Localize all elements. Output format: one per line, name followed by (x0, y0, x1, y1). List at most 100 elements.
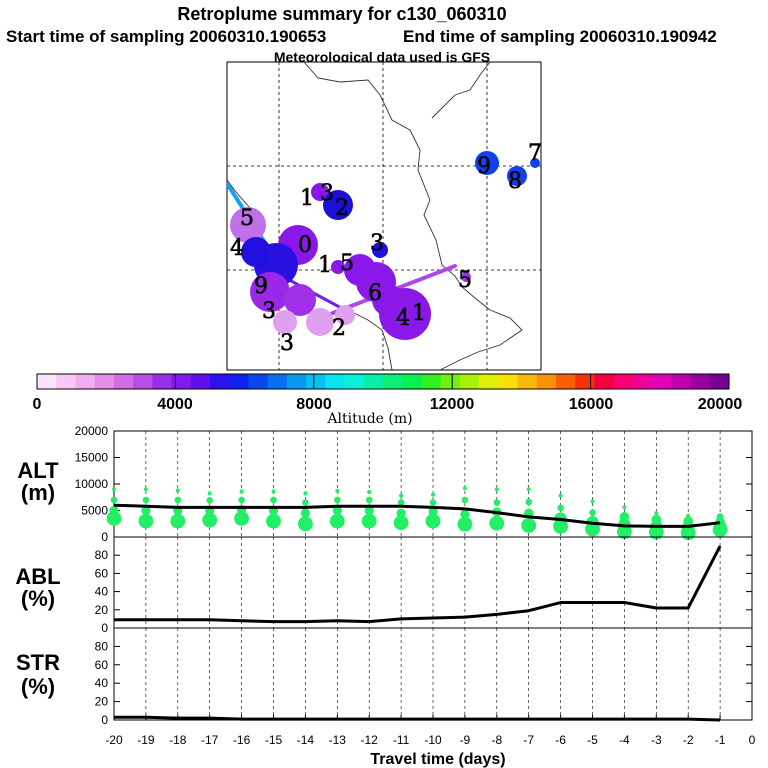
alt-dot (553, 519, 568, 534)
colorbar-cell (421, 374, 442, 389)
x-tick-label: -20 (105, 733, 123, 747)
colorbar-tick: 16000 (569, 396, 614, 413)
colorbar-cell (325, 374, 346, 389)
day-label: 6 (368, 281, 382, 306)
colorbar-cell (440, 374, 461, 389)
end-time-label: End time of sampling 20060310.190942 (403, 27, 717, 46)
alt-dot (361, 513, 377, 529)
plume-circle (284, 284, 316, 316)
day-label: 2 (335, 196, 349, 221)
alt-dot (143, 487, 148, 492)
alt-dot (138, 513, 154, 529)
colorbar-cell (152, 374, 173, 389)
day-label: 0 (298, 233, 312, 258)
day-label: 5 (458, 268, 472, 293)
y-tick-label: 40 (95, 585, 109, 599)
colorbar-cell (671, 374, 692, 389)
alt-dot (367, 489, 372, 494)
x-tick-label: -18 (169, 733, 187, 747)
alt-dot (206, 497, 213, 504)
alt-dot (462, 486, 467, 491)
colorbar-cell (498, 374, 519, 389)
plume-circle (372, 284, 404, 316)
alt-dot (397, 499, 405, 506)
colorbar-cell (306, 374, 326, 389)
x-axis-label: Travel time (days) (370, 751, 505, 768)
alt-dot (300, 508, 310, 518)
colorbar-cell (459, 374, 480, 389)
x-tick-label: 0 (749, 733, 756, 747)
series-line (114, 545, 722, 624)
colorbar-tick: 0 (33, 396, 42, 413)
colorbar-tick: 4000 (157, 396, 193, 413)
alt-dot (425, 513, 441, 529)
y-tick-label: 5000 (81, 504, 108, 518)
day-labels: 1 2 3 4 5 0 1 5 3 9 3 6 4 1 3 2 5 9 8 7 (230, 141, 543, 357)
alt-dot (460, 509, 470, 519)
alt-dot (558, 493, 563, 498)
alt-dot (585, 521, 600, 537)
colorbar-cell (632, 374, 653, 389)
plume-circle (372, 242, 388, 258)
met-data-label: Meteorological data used is GFS (274, 49, 490, 65)
day-label: 3 (262, 299, 276, 324)
x-tick-label: -9 (460, 733, 471, 747)
colorbar-cell (709, 374, 730, 389)
colorbar-label: Altitude (m) (326, 411, 412, 427)
alt-dot (175, 488, 180, 493)
alt-panel-label: ALT (17, 458, 59, 483)
x-tick-label: -17 (201, 733, 219, 747)
alt-dot (648, 524, 664, 540)
alt-dot (298, 516, 313, 532)
colorbar-cell (536, 374, 557, 389)
map-panel: 1 2 3 4 5 0 1 5 3 9 3 6 4 1 3 2 5 9 8 7 (226, 61, 543, 371)
colorbar-tick: 20000 (698, 396, 743, 413)
alt-dot (332, 505, 342, 516)
colorbar-cells (37, 374, 730, 389)
coastline (351, 311, 393, 371)
alt-dot (654, 511, 659, 516)
plume-circle (273, 310, 297, 334)
plume-circle (530, 158, 540, 168)
alt-dot (557, 504, 564, 512)
y-tick-label: 20 (95, 695, 109, 709)
y-tick-label: 0 (101, 713, 108, 727)
colorbar-tick: 12000 (430, 396, 475, 413)
alt-dot (461, 496, 469, 504)
x-tick-label: -1 (715, 733, 726, 747)
alt-dot (622, 505, 627, 510)
alt-dot (141, 505, 151, 516)
x-tick-label: -16 (233, 733, 251, 747)
y-tick-label: 0 (101, 530, 108, 544)
colorbar-cell (75, 374, 96, 389)
plume-circle (507, 166, 527, 186)
colorbar-cell (517, 374, 538, 389)
plume-circle (335, 305, 355, 325)
alt-dot (202, 512, 218, 528)
plume-circle (323, 190, 353, 220)
alt-dot (234, 511, 250, 526)
colorbar-cell (363, 374, 384, 389)
x-tick-label: -6 (555, 733, 566, 747)
colorbar-tick: 8000 (296, 396, 332, 413)
day-label: 5 (240, 206, 254, 231)
colorbar-cell (402, 374, 422, 389)
y-tick-label: 60 (95, 658, 109, 672)
series-line (113, 503, 721, 528)
x-tick-label: -11 (393, 733, 410, 747)
alt-dot (142, 496, 150, 504)
day-label: 7 (528, 141, 542, 166)
y-tick-label: 15000 (75, 451, 109, 465)
colorbar-cell (556, 374, 576, 389)
figure-title: Retroplume summary for c130_060310 (177, 4, 506, 24)
alt-dot (239, 489, 244, 494)
alt-dot (712, 522, 728, 537)
plume-circle (475, 151, 499, 175)
x-tick-label: -5 (587, 733, 598, 747)
alt-dot (396, 508, 406, 518)
day-label: 3 (280, 331, 294, 356)
colorbar-cell (56, 374, 76, 389)
alt-dot (617, 524, 632, 540)
alt-dot (489, 515, 505, 531)
day-label: 1 (300, 186, 314, 211)
